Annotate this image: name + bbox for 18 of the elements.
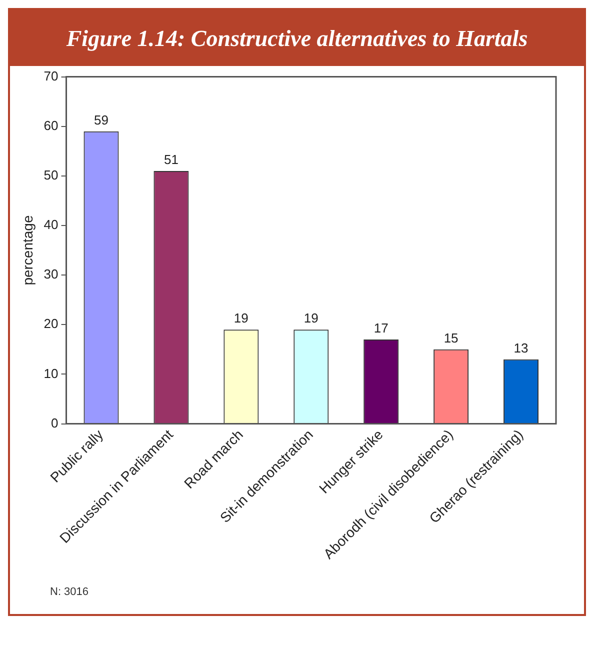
data-label: 19 (304, 310, 318, 326)
y-tick-label: 40 (44, 217, 58, 232)
chart-title: Figure 1.14: Constructive alternatives to Hartals (10, 10, 584, 66)
y-tick-label: 10 (44, 366, 58, 381)
y-tick-label: 20 (44, 316, 58, 332)
data-label: 59 (94, 112, 108, 128)
data-label: 19 (234, 310, 248, 326)
data-label: 17 (374, 320, 388, 336)
y-tick-label: 30 (44, 266, 58, 282)
y-tick-label: 50 (44, 168, 58, 183)
text: N: 3016 (50, 586, 90, 598)
data-label: 51 (164, 152, 178, 168)
data-label: 13 (514, 340, 528, 356)
data-label: 15 (444, 330, 458, 346)
y-tick-label: 0 (51, 415, 58, 430)
y-tick-label: 60 (44, 118, 58, 133)
y-axis-title: percentage (19, 215, 36, 286)
y-tick-label: 70 (44, 68, 58, 84)
